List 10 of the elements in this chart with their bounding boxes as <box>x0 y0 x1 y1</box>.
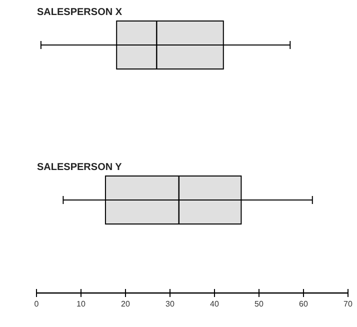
x-tick-label: 70 <box>344 300 353 309</box>
x-tick-label: 40 <box>210 300 220 309</box>
y-tick-label: SALESPERSON Y <box>37 162 122 173</box>
x-tick-label: 50 <box>254 300 264 309</box>
x-tick-label: 20 <box>121 300 130 309</box>
x-tick-label: 10 <box>76 300 86 309</box>
x-tick-label: 30 <box>166 300 175 309</box>
x-tick-label: 60 <box>299 300 308 309</box>
y-tick-label: SALESPERSON X <box>37 7 122 18</box>
x-tick-label: 0 <box>34 300 40 309</box>
